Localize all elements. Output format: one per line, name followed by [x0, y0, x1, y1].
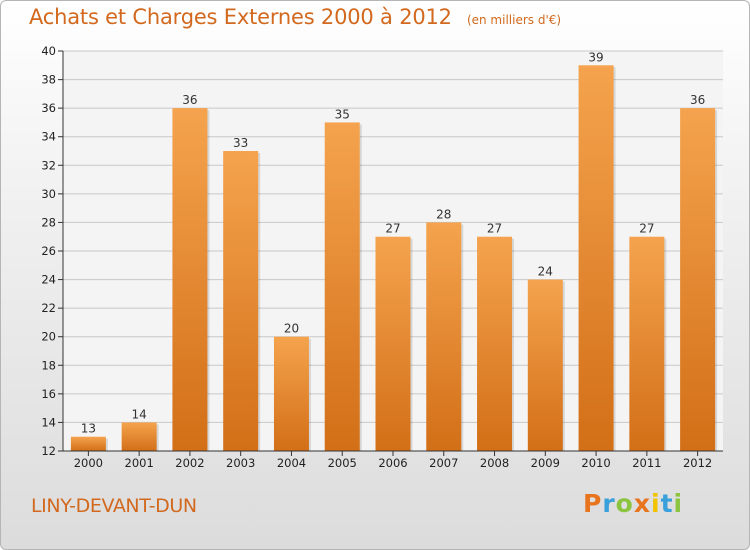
chart-title-block: Achats et Charges Externes 2000 à 2012 (… — [29, 5, 561, 29]
x-tick-label: 2000 — [74, 456, 103, 470]
y-tick-label: 40 — [41, 44, 56, 58]
y-tick-label: 24 — [41, 273, 56, 287]
logo-letter: r — [602, 489, 616, 518]
data-label: 27 — [639, 222, 654, 236]
data-label: 27 — [487, 222, 502, 236]
y-tick-label: 18 — [41, 358, 56, 372]
data-label: 20 — [284, 322, 299, 336]
y-tick-label: 26 — [41, 244, 56, 258]
bar — [680, 108, 716, 452]
y-tick-label: 38 — [41, 73, 56, 87]
y-tick-label: 16 — [41, 387, 56, 401]
logo-letter: t — [660, 489, 674, 518]
x-tick-label: 2001 — [125, 456, 154, 470]
data-label: 13 — [81, 422, 96, 436]
x-tick-label: 2009 — [531, 456, 560, 470]
logo-letter: P — [583, 489, 603, 518]
bar — [578, 65, 614, 452]
x-tick-label: 2011 — [632, 456, 661, 470]
x-tick-label: 2012 — [683, 456, 712, 470]
y-tick-label: 34 — [41, 130, 56, 144]
chart-title: Achats et Charges Externes 2000 à 2012 — [29, 5, 452, 29]
y-tick-label: 32 — [41, 158, 56, 172]
data-label: 14 — [132, 407, 147, 421]
x-tick-label: 2008 — [480, 456, 509, 470]
y-tick-label: 36 — [41, 101, 56, 115]
y-tick-label: 20 — [41, 330, 56, 344]
logo-letter: o — [615, 489, 634, 518]
y-tick-label: 28 — [41, 215, 56, 229]
y-tick-label: 14 — [41, 415, 56, 429]
logo-letter: i — [651, 489, 661, 518]
x-tick-label: 2005 — [328, 456, 357, 470]
data-label: 24 — [538, 265, 553, 279]
location-label: LINY-DEVANT-DUN — [31, 495, 197, 517]
data-label: 28 — [436, 207, 451, 221]
chart-subtitle: (en milliers d'€) — [466, 13, 562, 27]
x-tick-label: 2004 — [277, 456, 306, 470]
bar — [426, 222, 462, 451]
data-label: 27 — [385, 222, 400, 236]
x-tick-label: 2002 — [175, 456, 204, 470]
x-tick-label: 2010 — [581, 456, 610, 470]
proxiti-logo: Proxiti — [583, 489, 683, 518]
y-tick-label: 22 — [41, 301, 56, 315]
bar — [375, 236, 411, 451]
y-tick-label: 30 — [41, 187, 56, 201]
bar — [223, 151, 259, 451]
bar — [629, 236, 665, 451]
data-label: 36 — [690, 93, 705, 107]
logo-letter: x — [633, 489, 651, 518]
logo-letter: i — [673, 489, 684, 518]
bar — [477, 236, 513, 451]
bar — [273, 336, 309, 451]
x-tick-label: 2003 — [226, 456, 255, 470]
bar — [121, 422, 157, 451]
bar — [324, 122, 360, 451]
bar — [172, 108, 208, 452]
x-tick-label: 2006 — [378, 456, 407, 470]
data-label: 35 — [335, 107, 350, 121]
y-tick-label: 12 — [41, 444, 56, 458]
x-tick-label: 2007 — [429, 456, 458, 470]
data-label: 39 — [588, 50, 603, 64]
bar — [527, 279, 563, 451]
data-label: 36 — [182, 93, 197, 107]
bar — [70, 436, 106, 451]
data-label: 33 — [233, 136, 248, 150]
